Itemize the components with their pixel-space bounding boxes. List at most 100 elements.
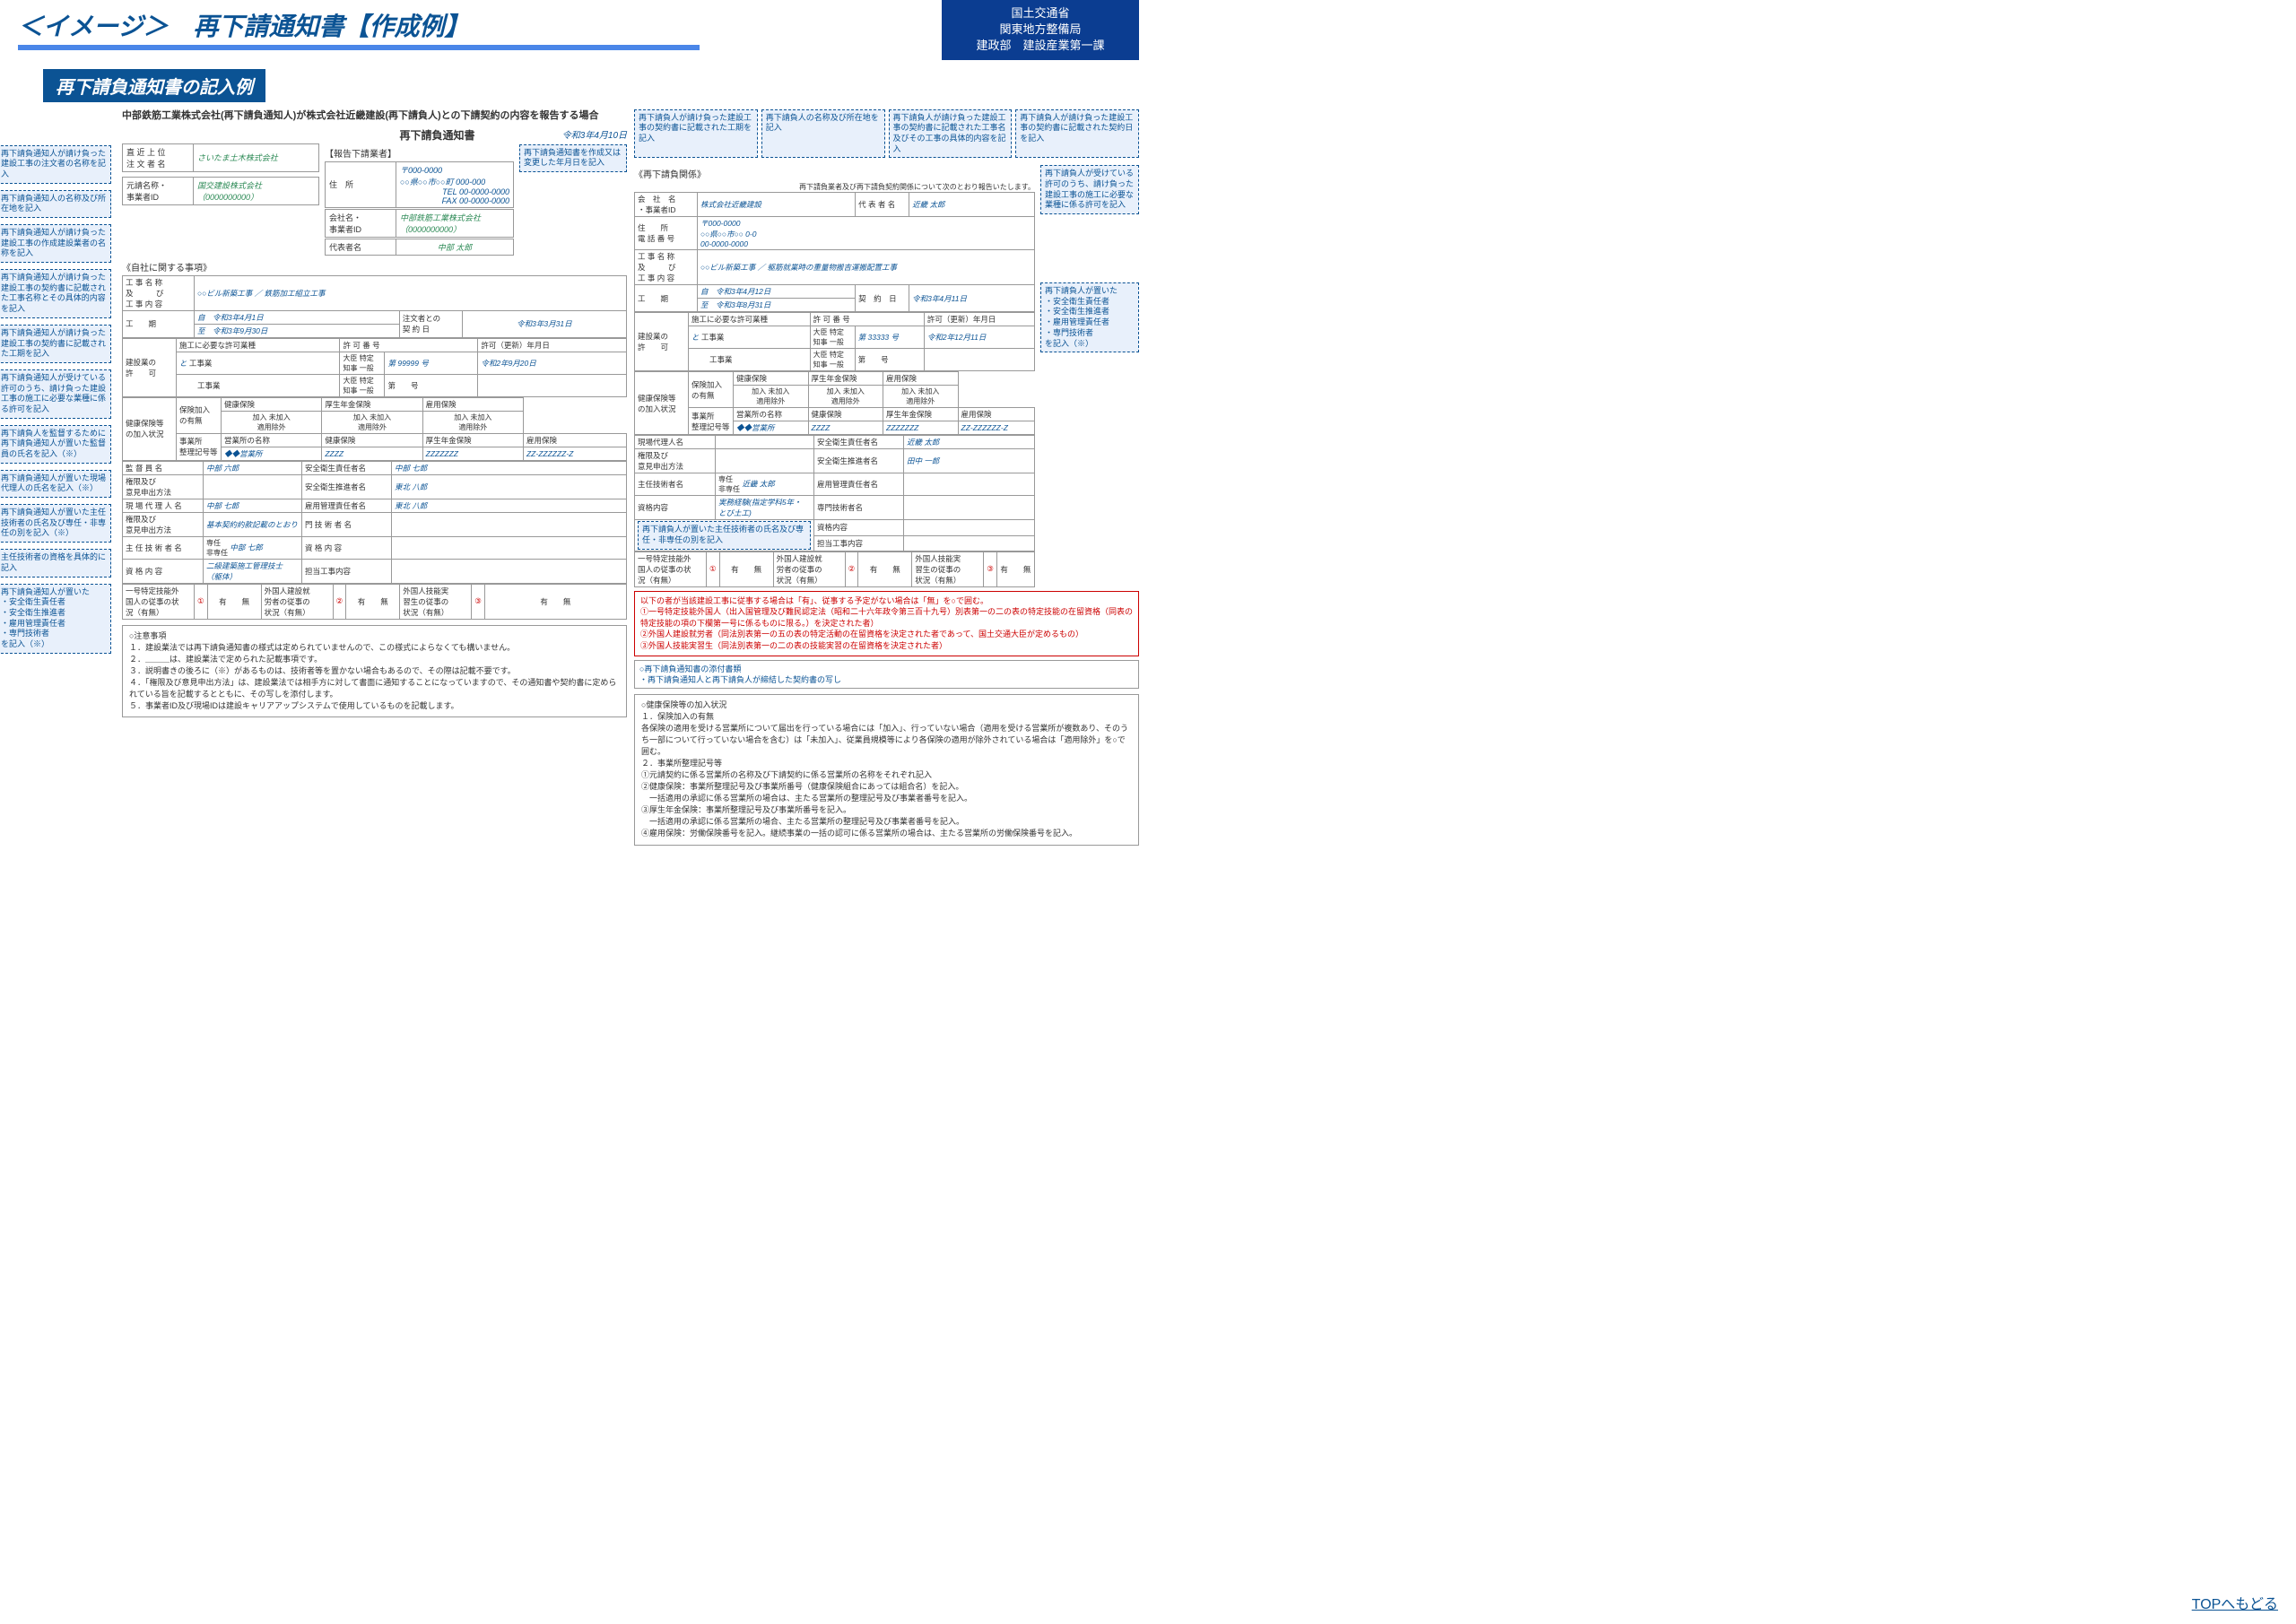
r-emp-label: 雇用管理責任者名 bbox=[814, 473, 904, 496]
permit-head-3: 許可（更新）年月日 bbox=[478, 338, 627, 352]
org-line-1: 国土交通省 bbox=[958, 5, 1123, 22]
authority-label: 権限及び 意見申出方法 bbox=[123, 474, 204, 499]
ins-label: 健康保険等 の加入状況 bbox=[123, 397, 177, 460]
callout: 再下請負通知人が請け負った建設工事の契約書に記載された工期を記入 bbox=[0, 325, 111, 363]
prime-label: 元請名称・ 事業者ID bbox=[122, 177, 194, 205]
period-from: 自 令和3年4月1日 bbox=[195, 310, 400, 324]
callout: 再下請負人の名称及び所在地を記入 bbox=[761, 109, 885, 159]
r-chief-label: 主任技術者名 bbox=[635, 473, 716, 496]
order-date-label: 注文者との 契 約 日 bbox=[399, 310, 462, 337]
r-site-label: 現場代理人名 bbox=[635, 436, 716, 449]
r-work-value: ○○ビル新築工事 ／ 躯筋就業時の重量物搬吉運搬配置工事 bbox=[698, 250, 1035, 285]
ins-h1b: 健康保険 bbox=[322, 433, 422, 447]
callout: 再下請負通知人が置いた現場代理人の氏名を記入（※） bbox=[0, 470, 111, 498]
foreign-h2: 外国人建設就 労者の従事の 状況（有無） bbox=[261, 584, 333, 619]
chief-opt: 専任 非専任 bbox=[206, 538, 228, 558]
r-foreign-m3: ③ bbox=[984, 551, 997, 586]
r-spec-qual: 資格内容 bbox=[814, 520, 904, 535]
r-rep-value: 近畿 太郎 bbox=[909, 193, 1035, 217]
ins-opt-2: 加入 未加入 適用除外 bbox=[322, 411, 422, 433]
r-foreign-o1: 有 無 bbox=[719, 551, 773, 586]
organization-badge: 国土交通省 関東地方整備局 建政部 建設産業第一課 bbox=[942, 0, 1139, 60]
work-label: 工 事 名 称 及 び 工 事 内 容 bbox=[123, 275, 195, 310]
r-permit-date: 令和2年12月11日 bbox=[924, 326, 1034, 349]
foreign-h3: 外国人技能実 習生の従事の 状況（有無） bbox=[400, 584, 472, 619]
r-permit-label: 建設業の 許 可 bbox=[635, 313, 689, 371]
company-value: 中部鉄筋工業株式会社 （0000000000） bbox=[396, 209, 514, 238]
foreign-h1: 一号特定技能外 国人の従事の状 況（有無） bbox=[123, 584, 195, 619]
order-date-value: 令和3年3月31日 bbox=[462, 310, 626, 337]
r-spec-label: 専門技術者名 bbox=[814, 496, 904, 520]
ins-h3: 雇用保険 bbox=[422, 397, 523, 411]
own-table: 工 事 名 称 及 び 工 事 内 容 ○○ビル新築工事 ／ 鉄筋加工組立工事 … bbox=[122, 275, 627, 338]
title-underline bbox=[18, 45, 700, 50]
addr-street: ○○県○○市○○町 000-000 bbox=[400, 176, 509, 187]
page-title: ＜イメージ＞ 再下請通知書【作成例】 bbox=[18, 7, 924, 43]
callout: 再下請負人が受けている許可のうち、請け負った建設工事の施工に必要な業種に係る許可… bbox=[1040, 165, 1139, 214]
emp-label: 雇用管理責任者名 bbox=[302, 499, 392, 512]
attach-l1: ・再下請負通知人と再下請負人が締結した契約書の写し bbox=[639, 674, 1134, 685]
top-link[interactable]: TOPへもどる bbox=[2192, 1592, 2278, 1613]
sub-contractor-table: 会 社 名 ・事業者ID 株式会社近畿建設 代 表 者 名 近畿 太郎 住 所 … bbox=[634, 192, 1035, 312]
notes-l1: １．建設業法では再下請負通知書の様式は定められていませんので、この様式によらなく… bbox=[129, 642, 620, 654]
red-intro: 以下の者が当該建設工事に従事する場合は「有」、従事する予定がない場合は「無」を○… bbox=[640, 595, 1133, 607]
r-ins-opt3: 加入 未加入 適用除外 bbox=[883, 386, 959, 408]
office-label: 事業所 整理記号等 bbox=[177, 433, 222, 460]
r-permit-no: 第 33333 号 bbox=[855, 326, 924, 349]
r-foreign-h1: 一号特定技能外 国人の従事の状 況（有無） bbox=[635, 551, 707, 586]
r-ins-sub: 保険加入 の有無 bbox=[689, 372, 734, 408]
qual-value: 二級建築施工管理技士 （躯体） bbox=[204, 559, 302, 583]
office-head: 営業所の名称 bbox=[222, 433, 322, 447]
foreign-table: 一号特定技能外 国人の従事の状 況（有無） ① 有 無 外国人建設就 労者の従事… bbox=[122, 584, 627, 620]
r-permit-type: と bbox=[691, 333, 700, 342]
r-comp-value: 株式会社近畿建設 bbox=[698, 193, 856, 217]
r-period-to: 至 令和3年8月31日 bbox=[698, 299, 856, 312]
site-label: 現 場 代 理 人 名 bbox=[123, 499, 204, 512]
rel-note: 再下請負業者及び再下請負契約関係について次のとおり報告いたします。 bbox=[634, 182, 1035, 192]
header: ＜イメージ＞ 再下請通知書【作成例】 国土交通省 関東地方整備局 建政部 建設産… bbox=[0, 0, 1148, 60]
authority-label-2: 権限及び 意見申出方法 bbox=[123, 512, 204, 536]
permit-suffix: 工事業 bbox=[189, 359, 213, 368]
r-comp-label: 会 社 名 ・事業者ID bbox=[635, 193, 698, 217]
r-office-head: 営業所の名称 bbox=[734, 408, 809, 421]
rep-value: 中部 太郎 bbox=[396, 239, 514, 256]
permit-head-2: 許 可 番 号 bbox=[340, 338, 478, 352]
resp-label: 担当工事内容 bbox=[302, 559, 392, 583]
supervisor-value: 中部 六郎 bbox=[204, 461, 302, 474]
r-foreign-m2: ② bbox=[845, 551, 858, 586]
qual-label: 資 格 内 容 bbox=[123, 559, 204, 583]
gate-label: 門 技 術 者 名 bbox=[302, 512, 392, 536]
callout-date: 再下請負通知書を作成又は変更した年月日を記入 bbox=[519, 144, 627, 172]
r-personnel-table: 現場代理人名 安全衛生責任者名 近畿 太郎 権限及び 意見申出方法 安全衛生推進… bbox=[634, 435, 1035, 551]
r-contract-value: 令和3年4月11日 bbox=[909, 285, 1035, 312]
ins-h1: 健康保険 bbox=[222, 397, 322, 411]
permit-suffix-2: 工事業 bbox=[197, 381, 221, 390]
r-ins-table: 健康保険等 の加入状況 保険加入 の有無 健康保険 厚生年金保険 雇用保険 加入… bbox=[634, 371, 1035, 435]
red-warning-box: 以下の者が当該建設工事に従事する場合は「有」、従事する予定がない場合は「無」を○… bbox=[634, 591, 1139, 656]
callout: 再下請負人が請け負った建設工事の契約書に記載された工期を記入 bbox=[634, 109, 758, 159]
r-ins-opt2: 加入 未加入 適用除外 bbox=[808, 386, 883, 408]
r-foreign-o3: 有 無 bbox=[996, 551, 1034, 586]
site-value: 中部 七郎 bbox=[204, 499, 302, 512]
rf-s2c: 一括適用の承認に係る営業所の場合は、主たる営業所の整理記号及び事業者番号を記入。 bbox=[641, 793, 1132, 804]
r-ins-label: 健康保険等 の加入状況 bbox=[635, 372, 689, 435]
r-permit-h3: 許可（更新）年月日 bbox=[924, 313, 1034, 326]
r-foreign-table: 一号特定技能外 国人の従事の状 況（有無） ① 有 無 外国人建設就 労者の従事… bbox=[634, 551, 1035, 587]
permit-date-2 bbox=[478, 374, 627, 396]
permit-date: 令和2年9月20日 bbox=[478, 352, 627, 374]
ins-h2: 厚生年金保険 bbox=[322, 397, 422, 411]
r-ins-h2: 厚生年金保険 bbox=[808, 372, 883, 386]
r-ins-h1b: 健康保険 bbox=[808, 408, 883, 421]
r-period-from: 自 令和3年4月12日 bbox=[698, 285, 856, 299]
emp-value: 東北 八郎 bbox=[392, 499, 627, 512]
foreign-mark-2: ② bbox=[333, 584, 346, 619]
r-addr-label: 住 所 電 話 番 号 bbox=[635, 217, 698, 250]
r-foreign-h3: 外国人技能実 習生の従事の 状況（有無） bbox=[912, 551, 984, 586]
rf-s2: ２．事業所整理記号等 bbox=[641, 758, 1132, 769]
right-top-callouts: 再下請負人が請け負った建設工事の契約書に記載された工期を記入 再下請負人の名称及… bbox=[634, 108, 1139, 161]
r-permit-auth-2: 大臣 特定 知事 一般 bbox=[810, 349, 855, 371]
r-permit-table: 建設業の 許 可 施工に必要な許可業種 許 可 番 号 許可（更新）年月日 と … bbox=[634, 312, 1035, 371]
addr-value: 〒000-0000 ○○県○○市○○町 000-000 TEL 00-0000-… bbox=[396, 161, 514, 208]
permit-authority: 大臣 特定 知事 一般 bbox=[340, 352, 385, 374]
r-chief-value: 近畿 太郎 bbox=[742, 480, 774, 489]
